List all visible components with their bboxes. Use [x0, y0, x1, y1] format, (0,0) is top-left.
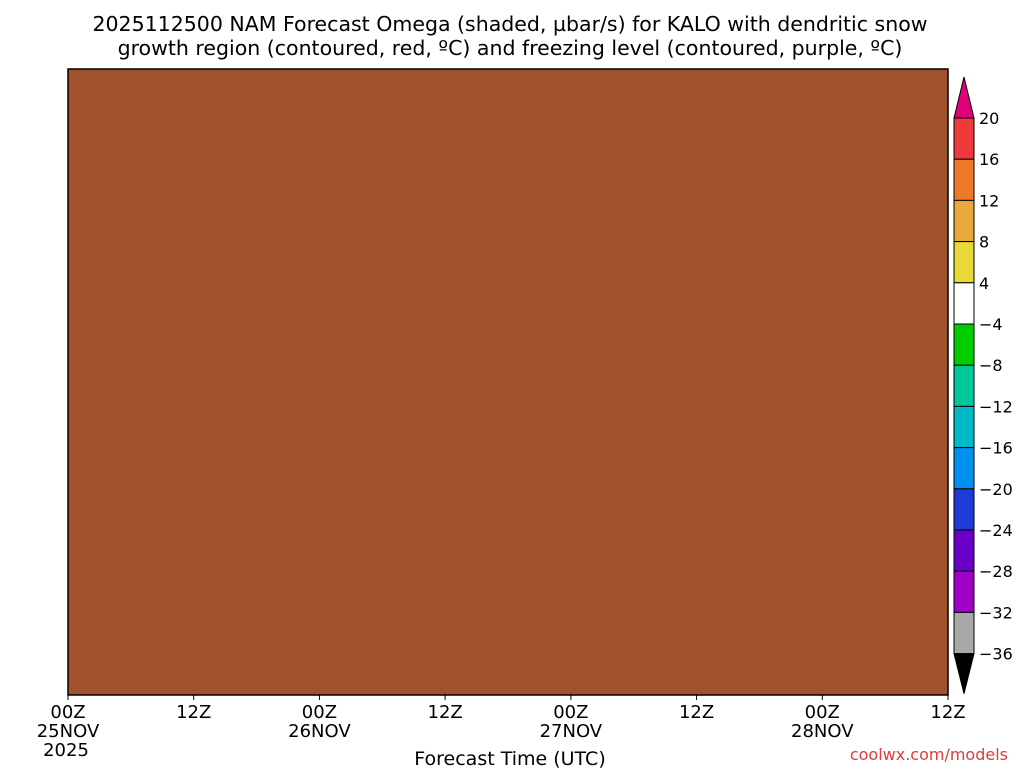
x-tick-label: 12Z: [679, 702, 714, 723]
colorbar-label: −24: [979, 521, 1013, 540]
colorbar-label: 8: [979, 233, 989, 252]
title-line-2: growth region (contoured, red, ºC) and f…: [118, 36, 903, 60]
plot-frame: [67, 68, 949, 696]
x-tick-date-label: 28NOV: [791, 721, 854, 742]
x-tick-date-label: 26NOV: [288, 721, 351, 742]
colorbar-swatch: [953, 199, 975, 243]
x-tick-label: 00Z: [50, 702, 85, 723]
colorbar-label: −28: [979, 562, 1013, 581]
x-axis-label: Forecast Time (UTC): [414, 748, 605, 768]
colorbar-label: −16: [979, 439, 1013, 458]
colorbar-swatch: [953, 323, 975, 366]
x-tick-date-label: 27NOV: [540, 721, 603, 742]
colorbar-swatch: [953, 570, 975, 613]
colorbar-top-arrow: [953, 76, 975, 119]
colorbar-swatch: [953, 241, 975, 284]
colorbar-label: −4: [979, 315, 1003, 334]
credit-text: coolwx.com/models: [850, 745, 1008, 764]
colorbar-label: 20: [979, 109, 999, 128]
x-tick-year-label: 2025: [43, 740, 89, 761]
colorbar-swatch: [953, 117, 975, 160]
colorbar-swatch: [953, 447, 975, 490]
terrain-shape: [68, 69, 948, 695]
colorbar-swatch: [953, 282, 975, 325]
colorbar-swatch: [953, 488, 975, 531]
x-tick-date-label: 25NOV: [37, 721, 100, 742]
colorbar-swatch: [953, 529, 975, 572]
colorbar-label: 12: [979, 191, 999, 210]
x-tick-label: 12Z: [428, 702, 463, 723]
colorbar-swatch: [953, 405, 975, 449]
colorbar-label: −8: [979, 356, 1003, 375]
colorbar-swatch: [953, 611, 975, 655]
title-line-1: 2025112500 NAM Forecast Omega (shaded, µ…: [92, 12, 927, 36]
colorbar-bottom-arrow: [953, 653, 975, 694]
colorbar-label: −36: [979, 645, 1013, 664]
terrain-fill: [68, 69, 948, 695]
colorbar-swatch: [953, 158, 975, 201]
colorbar-label: 4: [979, 274, 989, 293]
x-tick-label: 00Z: [302, 702, 337, 723]
x-tick-label: 12Z: [930, 702, 965, 723]
colorbar-label: −12: [979, 397, 1013, 416]
x-tick-label: 00Z: [805, 702, 840, 723]
colorbar: 20 16 12 8 4 −4 −8 −12 −16 −20 −24 −28 −32 −36: [953, 76, 1013, 694]
colorbar-label: −20: [979, 480, 1013, 499]
colorbar-label: −32: [979, 603, 1013, 622]
x-tick-label: 00Z: [553, 702, 588, 723]
colorbar-swatch: [953, 364, 975, 407]
colorbar-label: 16: [979, 150, 999, 169]
x-tick-label: 12Z: [176, 702, 211, 723]
